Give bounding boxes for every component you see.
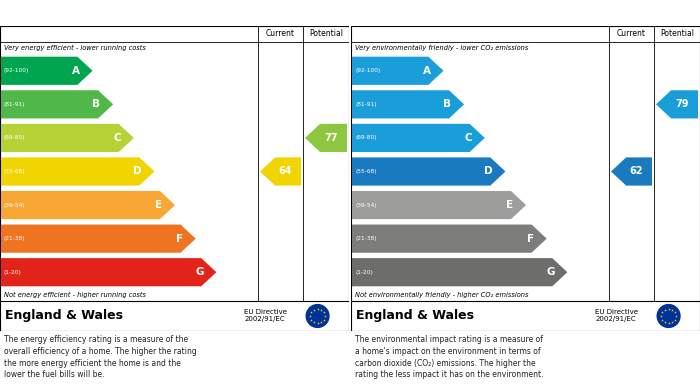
Circle shape	[306, 305, 329, 327]
Text: (21-38): (21-38)	[355, 236, 377, 241]
Polygon shape	[352, 224, 547, 253]
Text: (1-20): (1-20)	[4, 270, 22, 275]
Polygon shape	[1, 224, 196, 253]
Text: England & Wales: England & Wales	[5, 310, 123, 323]
Text: (21-38): (21-38)	[4, 236, 26, 241]
Text: D: D	[484, 167, 493, 176]
Text: B: B	[92, 99, 100, 109]
Polygon shape	[260, 158, 301, 186]
Polygon shape	[1, 90, 113, 118]
Polygon shape	[1, 158, 155, 186]
Text: England & Wales: England & Wales	[356, 310, 474, 323]
Text: Potential: Potential	[309, 29, 343, 38]
Text: The energy efficiency rating is a measure of the
overall efficiency of a home. T: The energy efficiency rating is a measur…	[4, 335, 197, 379]
Text: A: A	[423, 66, 430, 76]
Text: Current: Current	[266, 29, 295, 38]
Polygon shape	[305, 124, 347, 152]
Polygon shape	[352, 124, 485, 152]
Text: A: A	[71, 66, 80, 76]
Polygon shape	[352, 158, 505, 186]
Text: Potential: Potential	[660, 29, 694, 38]
Text: Very environmentally friendly - lower CO₂ emissions: Very environmentally friendly - lower CO…	[355, 45, 528, 51]
Text: Not energy efficient - higher running costs: Not energy efficient - higher running co…	[4, 292, 146, 298]
Text: (39-54): (39-54)	[355, 203, 377, 208]
Text: Not environmentally friendly - higher CO₂ emissions: Not environmentally friendly - higher CO…	[355, 292, 528, 298]
Text: C: C	[464, 133, 472, 143]
Text: Environmental Impact (CO₂) Rating: Environmental Impact (CO₂) Rating	[357, 8, 564, 18]
Text: F: F	[526, 234, 534, 244]
Polygon shape	[352, 57, 444, 85]
Text: The environmental impact rating is a measure of
a home's impact on the environme: The environmental impact rating is a mea…	[355, 335, 543, 379]
Polygon shape	[352, 191, 526, 219]
Text: Energy Efficiency Rating: Energy Efficiency Rating	[6, 8, 150, 18]
Text: (55-68): (55-68)	[4, 169, 26, 174]
Text: 62: 62	[630, 167, 643, 176]
Text: E: E	[506, 200, 513, 210]
Text: (69-80): (69-80)	[355, 135, 377, 140]
Text: B: B	[443, 99, 452, 109]
Text: Current: Current	[617, 29, 646, 38]
Text: E: E	[155, 200, 162, 210]
Text: EU Directive
2002/91/EC: EU Directive 2002/91/EC	[595, 310, 638, 323]
Text: (81-91): (81-91)	[355, 102, 377, 107]
Text: (1-20): (1-20)	[355, 270, 373, 275]
Text: 79: 79	[676, 99, 689, 109]
Circle shape	[657, 305, 680, 327]
Text: G: G	[546, 267, 554, 277]
Text: 77: 77	[324, 133, 338, 143]
Text: (55-68): (55-68)	[355, 169, 377, 174]
Polygon shape	[656, 90, 698, 118]
Text: (92-100): (92-100)	[4, 68, 29, 73]
Text: (69-80): (69-80)	[4, 135, 26, 140]
Text: (39-54): (39-54)	[4, 203, 26, 208]
Text: 64: 64	[279, 167, 293, 176]
Text: C: C	[113, 133, 121, 143]
Polygon shape	[352, 258, 567, 286]
Polygon shape	[1, 124, 134, 152]
Text: D: D	[133, 167, 141, 176]
Text: (92-100): (92-100)	[355, 68, 380, 73]
Polygon shape	[1, 258, 216, 286]
Text: EU Directive
2002/91/EC: EU Directive 2002/91/EC	[244, 310, 287, 323]
Polygon shape	[1, 57, 92, 85]
Polygon shape	[352, 90, 464, 118]
Text: F: F	[176, 234, 183, 244]
Polygon shape	[1, 191, 175, 219]
Text: (81-91): (81-91)	[4, 102, 25, 107]
Text: G: G	[195, 267, 204, 277]
Polygon shape	[611, 158, 652, 186]
Text: Very energy efficient - lower running costs: Very energy efficient - lower running co…	[4, 45, 146, 51]
